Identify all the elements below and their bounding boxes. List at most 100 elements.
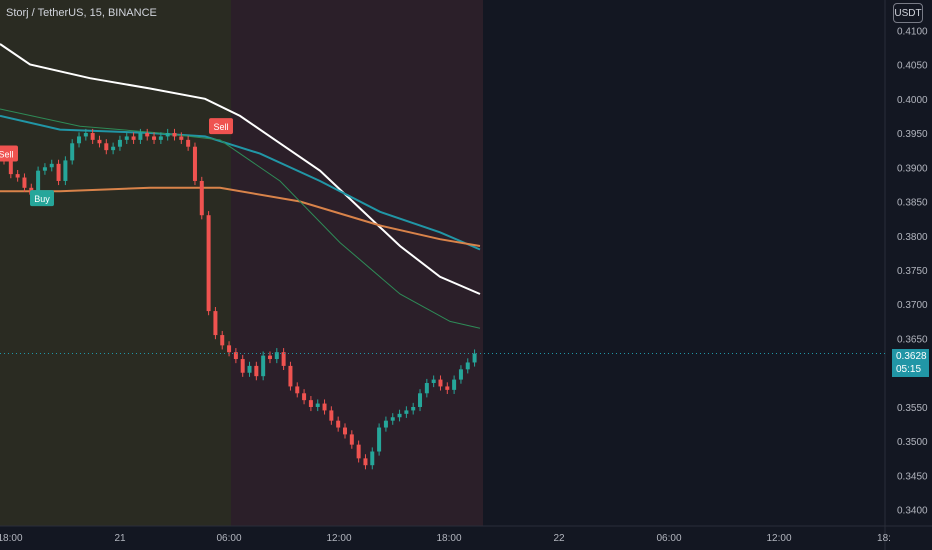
symbol-interval: 15 [89, 7, 102, 19]
candle-body [452, 379, 457, 390]
candle-body [233, 352, 238, 360]
bar-countdown: 05:15 [896, 364, 922, 375]
candle-body [172, 133, 177, 137]
candle-body [349, 434, 354, 445]
candle-body [329, 410, 334, 421]
candle-body [165, 133, 170, 137]
candle-body [315, 403, 320, 407]
y-tick-label: 0.3750 [897, 266, 928, 277]
sell-marker [0, 145, 18, 162]
candle-body [308, 400, 313, 407]
y-tick-label: 0.3900 [897, 163, 928, 174]
candle-body [431, 379, 436, 384]
candle-body [247, 365, 252, 373]
candle-body [56, 163, 61, 181]
candle-body [138, 133, 143, 140]
candle-body [83, 133, 88, 137]
candle-body [445, 386, 450, 390]
signal-markers: Sell Buy Sell [0, 118, 233, 207]
candle-body [356, 444, 361, 459]
candle-body [240, 359, 245, 373]
candle-body [377, 427, 382, 452]
candle-body [363, 458, 368, 466]
x-tick-label: 18:00 [0, 533, 23, 544]
candle-body [124, 136, 129, 140]
candle-body [438, 379, 443, 387]
session-background-1 [0, 0, 231, 526]
session-background-2 [231, 0, 483, 526]
candle-body [370, 451, 375, 466]
candle-body [383, 420, 388, 428]
candle-body [261, 355, 266, 377]
candle-body [131, 136, 136, 140]
candle-body [192, 146, 197, 181]
candle-body [199, 180, 204, 216]
candle-body [63, 160, 68, 181]
y-tick-label: 0.4100 [897, 26, 928, 37]
candle-body [336, 420, 341, 428]
candle-body [404, 410, 409, 414]
y-tick-label: 0.3500 [897, 437, 928, 448]
candle-body [36, 170, 41, 195]
symbol-name: Storj / TetherUS [6, 7, 84, 19]
y-tick-label: 0.3550 [897, 403, 928, 414]
x-tick-label: 18:00 [436, 533, 461, 544]
candle-body [117, 139, 122, 147]
sell-marker [209, 118, 233, 135]
candle-body [213, 311, 218, 336]
candle-body [472, 353, 477, 363]
candle-body [418, 393, 423, 407]
candle-body [274, 352, 279, 360]
candle-body [8, 160, 13, 175]
candle-body [397, 413, 402, 418]
candle-body [411, 406, 416, 411]
symbol-title[interactable]: Storj / TetherUS, 15, BINANCE [6, 7, 157, 19]
marker-label: Sell [0, 150, 14, 160]
moving-averages [0, 43, 481, 329]
candle-body [49, 163, 54, 168]
y-tick-label: 0.3400 [897, 506, 928, 517]
y-tick-label: 0.4000 [897, 95, 928, 106]
ma-line [0, 108, 481, 329]
x-tick-label: 12:00 [326, 533, 351, 544]
candle-body [152, 136, 157, 140]
currency-button[interactable]: USDT [893, 3, 923, 23]
ma-line [0, 186, 481, 247]
candle-body [15, 174, 20, 178]
x-axis: 18:00 21 06:00 12:00 18:00 22 06:00 12:00 18: [0, 533, 891, 544]
symbol-exchange: BINANCE [107, 7, 157, 19]
y-tick-label: 0.3850 [897, 198, 928, 209]
candle-body [206, 215, 211, 312]
candle-body [267, 355, 272, 360]
candle-body [343, 427, 347, 435]
candle-body [111, 146, 116, 151]
candle-body [97, 139, 102, 144]
x-tick-label: 06:00 [656, 533, 681, 544]
x-tick-label: 06:00 [216, 533, 241, 544]
candle-body [179, 136, 184, 140]
candle-body [158, 136, 163, 140]
ma-line [0, 43, 481, 295]
candle-body [227, 345, 232, 353]
candle-body [424, 383, 429, 394]
candle-body [90, 133, 95, 140]
candle-body [295, 386, 300, 394]
x-tick-label: 12:00 [766, 533, 791, 544]
candle-body [322, 403, 327, 411]
candle-body [390, 417, 395, 421]
candle-body [220, 335, 225, 346]
candle-body [465, 362, 470, 370]
candle-body [186, 139, 191, 147]
candle-body [458, 369, 463, 380]
last-price-value: 0.3628 [896, 351, 927, 362]
y-tick-label: 0.3800 [897, 232, 928, 243]
buy-marker [30, 190, 54, 207]
candle-body [42, 167, 47, 171]
candle-body [288, 365, 293, 387]
candle-body [145, 133, 150, 137]
x-tick-label: 21 [114, 533, 126, 544]
candle-body [281, 352, 286, 366]
y-tick-label: 0.3950 [897, 129, 928, 140]
candle-body [22, 177, 27, 188]
